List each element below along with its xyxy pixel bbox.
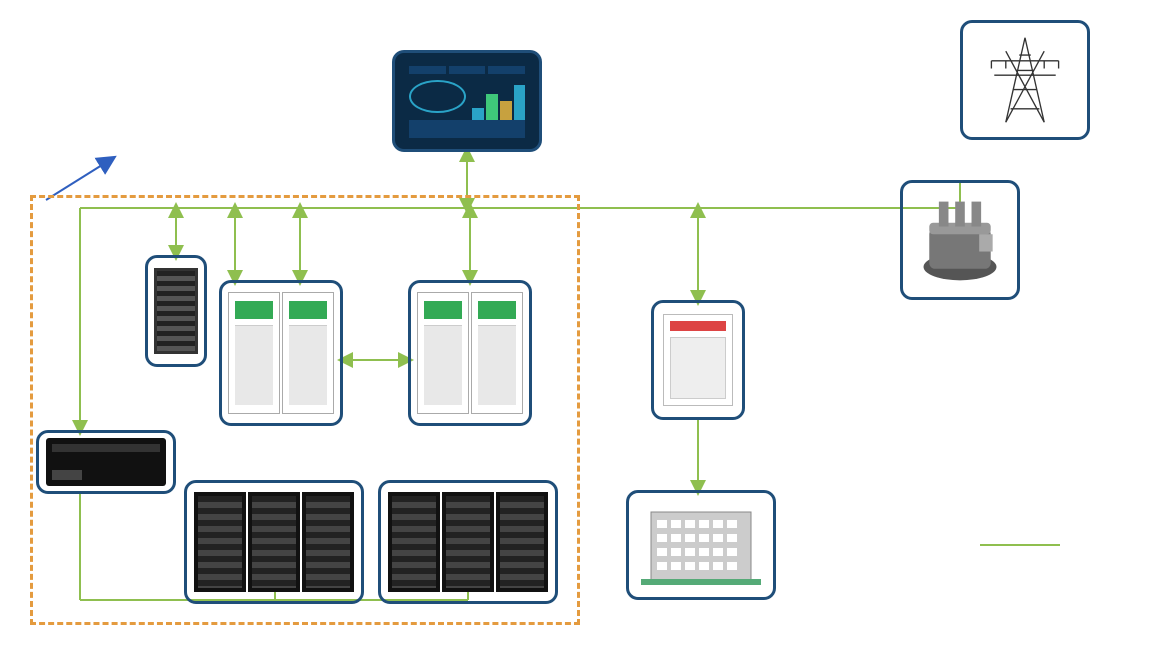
power-tower-node xyxy=(960,20,1090,140)
diagram-stage xyxy=(0,0,1152,652)
bms-icon xyxy=(46,438,166,486)
tower-icon xyxy=(977,32,1073,128)
battery-rack-icon xyxy=(442,492,494,592)
building-icon xyxy=(636,500,766,590)
transformer-icon xyxy=(912,192,1008,288)
distribution-box-node xyxy=(651,300,745,420)
rack-icon xyxy=(154,268,198,354)
pcs-cabinet-b-node xyxy=(408,280,532,426)
dashboard-node xyxy=(392,50,542,152)
transformer-node xyxy=(900,180,1020,300)
battery-rack-icon xyxy=(248,492,300,592)
pcs-cabinet-a-node xyxy=(219,280,343,426)
cabinet-icon xyxy=(282,292,334,414)
cabinet-icon xyxy=(417,292,469,414)
battery-rack-icon xyxy=(302,492,354,592)
battery-rack-icon xyxy=(388,492,440,592)
building-node xyxy=(626,490,776,600)
cabinet-icon xyxy=(228,292,280,414)
cabinet-icon xyxy=(471,292,523,414)
battery-rack-icon xyxy=(496,492,548,592)
battery-bank-b-node xyxy=(378,480,558,604)
bms-node xyxy=(36,430,176,494)
battery-bank-a-node xyxy=(184,480,364,604)
battery-rack-icon xyxy=(194,492,246,592)
dist-box-icon xyxy=(663,314,733,406)
server-rack-node xyxy=(145,255,207,367)
